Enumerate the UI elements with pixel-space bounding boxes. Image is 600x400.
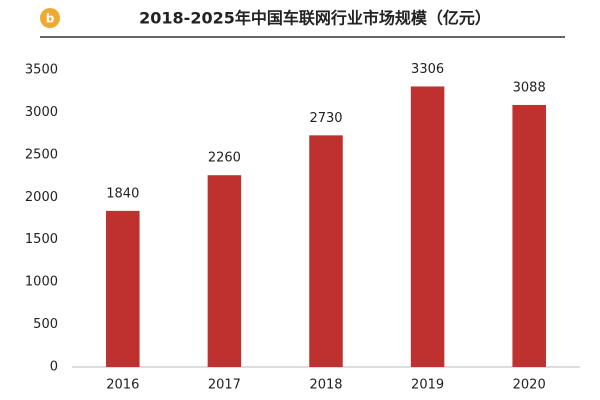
value-label: 3306 — [411, 62, 444, 77]
bar — [309, 135, 343, 367]
chart-title: 2018-2025年中国车联网行业市场规模（亿元） — [139, 9, 491, 28]
y-tick-label: 1000 — [25, 275, 58, 290]
y-tick-label: 1500 — [25, 232, 58, 247]
y-tick-label: 2500 — [25, 147, 58, 162]
x-tick-label: 2019 — [411, 378, 444, 393]
badge: b — [46, 12, 55, 26]
value-label: 2260 — [208, 151, 241, 166]
bar — [410, 86, 445, 368]
x-tick-label: 2020 — [513, 378, 546, 393]
y-tick-label: 500 — [33, 317, 58, 332]
y-tick-label: 3500 — [25, 63, 58, 78]
bar — [512, 104, 546, 367]
badge-icon — [40, 8, 60, 28]
value-label: 3088 — [513, 80, 546, 95]
y-tick-label: 2000 — [25, 190, 58, 205]
x-tick-label: 2017 — [208, 378, 241, 393]
y-tick-label: 0 — [50, 360, 58, 375]
value-label: 2730 — [309, 111, 342, 126]
x-tick-label: 2016 — [106, 378, 139, 393]
value-label: 1840 — [106, 186, 139, 201]
bar — [207, 175, 242, 367]
x-tick-label: 2018 — [309, 378, 342, 393]
y-tick-label: 3000 — [25, 105, 58, 120]
bar — [106, 210, 140, 367]
